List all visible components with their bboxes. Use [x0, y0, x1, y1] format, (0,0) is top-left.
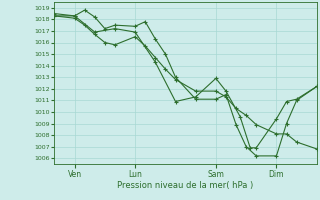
X-axis label: Pression niveau de la mer( hPa ): Pression niveau de la mer( hPa )	[117, 181, 254, 190]
